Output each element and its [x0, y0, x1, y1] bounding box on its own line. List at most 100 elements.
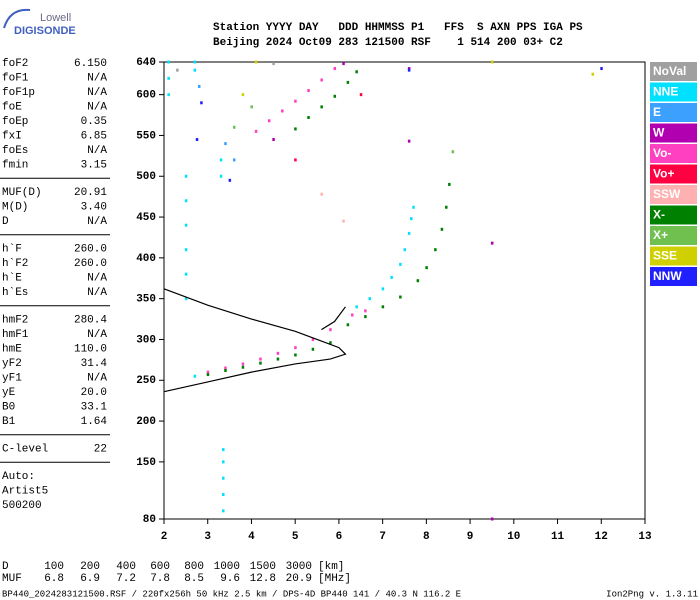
density-profile: [163, 288, 347, 393]
param-value: N/A: [87, 272, 107, 284]
echo-point: [368, 297, 372, 301]
echo-point: [381, 305, 385, 309]
echo-point: [490, 517, 494, 521]
x-tick-label: 11: [551, 531, 565, 543]
echo-point: [311, 347, 315, 351]
echo-point: [195, 138, 199, 142]
param-value: 1.64: [81, 416, 108, 428]
echo-point: [448, 182, 451, 186]
y-tick-label: 400: [136, 253, 156, 265]
echo-point: [320, 192, 323, 196]
echo-point: [241, 93, 245, 97]
legend-label: Vo+: [653, 167, 674, 181]
echo-point: [342, 219, 345, 223]
echo-point: [224, 366, 227, 370]
echo-point: [272, 138, 275, 142]
param-name: hmF1: [2, 329, 29, 341]
echo-point: [390, 275, 393, 279]
legend-swatch: [650, 144, 697, 163]
param-name: hmF2: [2, 314, 28, 326]
echo-point: [490, 60, 494, 64]
footer-left: BP440_2024283121500.RSF / 220fx256h 50 k…: [2, 589, 461, 599]
echo-point: [399, 262, 402, 266]
param-value: 33.1: [81, 401, 108, 413]
param-value: 6.85: [81, 130, 107, 142]
logo-swoosh: [3, 8, 31, 29]
echo-point: [193, 374, 197, 378]
param-value: N/A: [87, 372, 107, 384]
param-value: 280.4: [74, 314, 107, 326]
x-tick-label: 4: [248, 531, 255, 543]
echo-point: [167, 76, 170, 80]
param-value: N/A: [87, 329, 107, 341]
echo-point: [232, 125, 236, 129]
param-value: N/A: [87, 145, 107, 157]
echo-point: [416, 279, 420, 283]
table-cell: 12.8: [250, 573, 276, 585]
echo-point: [445, 205, 448, 209]
echo-point: [276, 357, 280, 361]
x-tick-label: 12: [595, 531, 608, 543]
table-cell: [MHz]: [318, 573, 351, 585]
legend-swatch: [650, 82, 697, 102]
echo-point: [222, 493, 225, 497]
table-cell: 200: [80, 561, 100, 573]
y-tick-label: 200: [136, 416, 156, 428]
echo-point: [403, 248, 406, 252]
param-name: foE: [2, 101, 22, 113]
legend-swatch: [650, 226, 697, 245]
param-value: 31.4: [81, 358, 108, 370]
echo-point: [241, 362, 245, 366]
param-name: MUF(D): [2, 187, 42, 199]
param-value: 6.150: [74, 58, 107, 70]
echo-point: [294, 346, 297, 350]
echo-point: [206, 370, 210, 374]
param-name: h`F2: [2, 257, 28, 270]
echo-point: [364, 315, 367, 319]
legend-swatch: [650, 62, 697, 81]
echo-point: [224, 368, 227, 372]
echo-point: [184, 248, 188, 252]
echo-point: [254, 129, 258, 133]
echo-point: [333, 94, 337, 98]
legend-swatch: [650, 123, 697, 143]
table-cell: 600: [150, 561, 170, 573]
echo-point: [329, 328, 332, 332]
echo-point: [294, 158, 297, 162]
param-name: C-level: [2, 443, 48, 455]
table-cell: 1000: [214, 561, 240, 573]
auto-line: Auto:: [2, 471, 35, 483]
echo-point: [232, 158, 236, 162]
echo-point: [412, 205, 415, 209]
legend-swatch: [650, 205, 697, 225]
param-name: fmin: [2, 159, 28, 171]
legend-label: SSE: [653, 249, 677, 263]
param-name: h`E: [2, 271, 22, 284]
y-tick-label: 350: [136, 294, 156, 306]
echo-point: [184, 223, 188, 227]
legend-label: X+: [653, 228, 668, 242]
legend-label: NNW: [653, 269, 682, 283]
param-name: foEs: [2, 145, 28, 157]
logo-top: Lowell: [40, 12, 71, 24]
param-value: 260.0: [74, 258, 107, 270]
echo-point: [355, 305, 358, 309]
table-cell: 7.2: [116, 573, 136, 585]
y-tick-label: 150: [136, 457, 156, 469]
x-tick-label: 6: [336, 531, 343, 543]
y-tick-label: 300: [136, 334, 156, 346]
echo-point: [184, 174, 188, 178]
echo-point: [355, 70, 358, 74]
table-cell: 6.9: [80, 573, 100, 585]
footer-right: Ion2Png v. 1.3.11: [606, 589, 698, 599]
echo-point: [381, 287, 385, 291]
param-value: 20.0: [81, 387, 107, 399]
echo-point: [342, 62, 345, 66]
legend-label: NoVal: [653, 64, 686, 78]
table-cell: 3000: [286, 561, 312, 573]
auto-line: Artist5: [2, 485, 48, 497]
echo-point: [254, 60, 258, 64]
y-tick-label: 500: [136, 171, 156, 183]
param-name: D: [2, 216, 9, 228]
echo-point: [346, 80, 350, 84]
